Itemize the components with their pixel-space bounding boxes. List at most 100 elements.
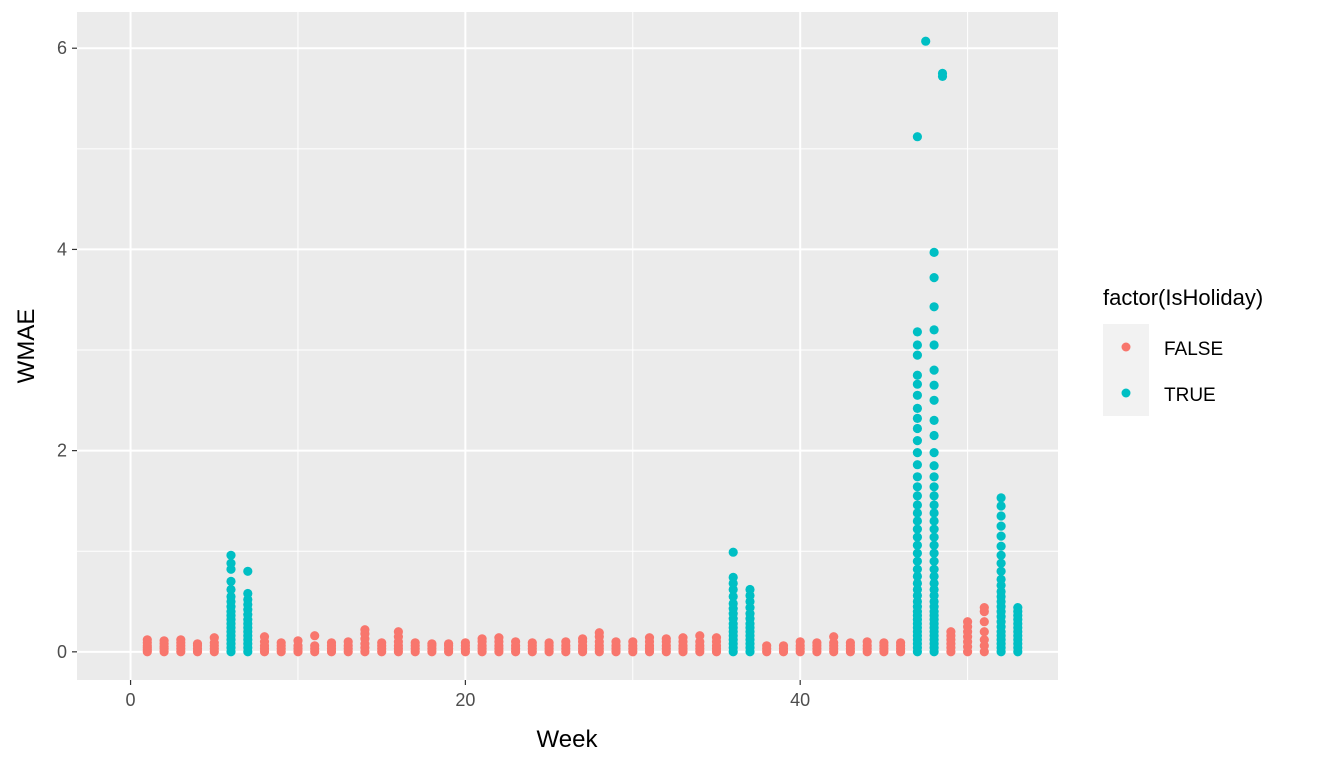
data-point-true bbox=[912, 460, 923, 470]
data-point-true bbox=[912, 413, 923, 423]
data-point-false bbox=[845, 638, 856, 648]
data-point-true bbox=[996, 566, 1006, 576]
data-point-true bbox=[929, 524, 939, 534]
data-point-true bbox=[912, 132, 923, 142]
data-point-true bbox=[996, 493, 1006, 503]
data-point-true bbox=[912, 500, 923, 510]
data-point-false bbox=[896, 638, 906, 648]
data-point-true bbox=[912, 524, 923, 534]
data-point-true bbox=[912, 482, 923, 492]
data-point-false bbox=[979, 627, 989, 637]
data-point-false bbox=[678, 633, 688, 643]
data-point-true bbox=[929, 247, 939, 257]
data-point-false bbox=[561, 637, 571, 647]
legend-title: factor(IsHoliday) bbox=[1103, 285, 1263, 310]
data-point-true bbox=[929, 482, 939, 492]
data-point-true bbox=[929, 395, 939, 405]
data-point-true bbox=[912, 327, 923, 337]
data-point-false bbox=[762, 641, 772, 651]
data-point-false bbox=[795, 637, 805, 647]
data-point-true bbox=[728, 547, 738, 557]
x-tick-label: 0 bbox=[126, 690, 136, 710]
x-axis-tick-labels: 0 20 40 bbox=[126, 690, 811, 710]
data-point-true bbox=[226, 591, 236, 602]
data-point-true bbox=[728, 591, 738, 602]
data-point-true bbox=[929, 365, 939, 375]
data-point-false bbox=[310, 631, 320, 641]
data-point-true bbox=[912, 540, 923, 550]
legend-label-false: FALSE bbox=[1164, 339, 1223, 360]
data-point-false bbox=[142, 635, 152, 645]
data-point-true bbox=[226, 558, 236, 568]
data-point-true bbox=[929, 500, 939, 510]
data-point-false bbox=[979, 603, 989, 613]
data-point-true bbox=[912, 403, 923, 413]
data-point-true bbox=[921, 36, 931, 46]
data-point-true bbox=[996, 558, 1006, 568]
data-point-false bbox=[477, 634, 487, 644]
data-point-true bbox=[226, 550, 236, 560]
y-tick-label: 2 bbox=[57, 441, 67, 461]
data-point-false bbox=[510, 637, 521, 647]
data-point-true bbox=[996, 511, 1006, 521]
data-point-true bbox=[929, 380, 939, 390]
data-point-false bbox=[778, 641, 789, 651]
data-point-true bbox=[912, 548, 923, 558]
data-point-false bbox=[527, 638, 537, 648]
data-point-true bbox=[912, 423, 923, 434]
data-point-false bbox=[812, 638, 822, 648]
data-point-false bbox=[259, 632, 270, 642]
x-tick-label: 20 bbox=[455, 690, 475, 710]
data-point-true bbox=[929, 548, 939, 558]
data-point-true bbox=[912, 532, 923, 542]
data-point-true bbox=[912, 370, 923, 380]
data-point-true bbox=[745, 584, 755, 595]
data-point-true bbox=[912, 578, 923, 589]
major-gridlines bbox=[77, 12, 1058, 680]
data-point-false bbox=[427, 639, 437, 649]
data-point-true bbox=[912, 571, 923, 582]
data-point-true bbox=[996, 550, 1006, 560]
data-point-false bbox=[862, 637, 872, 647]
data-point-true bbox=[929, 273, 939, 283]
data-point-true bbox=[912, 508, 923, 518]
data-point-true bbox=[929, 556, 939, 566]
data-point-false bbox=[377, 638, 387, 648]
data-point-true bbox=[243, 588, 253, 599]
data-point-false bbox=[611, 637, 621, 647]
data-point-false bbox=[711, 633, 722, 643]
data-point-true bbox=[929, 491, 939, 501]
data-point-false bbox=[176, 635, 186, 645]
data-point-false bbox=[695, 631, 705, 641]
data-point-true bbox=[728, 598, 738, 609]
data-point-true bbox=[912, 436, 923, 446]
data-point-true bbox=[912, 379, 923, 389]
legend: factor(IsHoliday) FALSE TRUE bbox=[1103, 285, 1263, 416]
data-point-true bbox=[226, 576, 236, 587]
data-point-false bbox=[192, 639, 203, 649]
legend-key-false bbox=[1121, 342, 1131, 352]
data-point-false bbox=[628, 637, 638, 647]
data-point-false bbox=[544, 638, 554, 648]
data-point-false bbox=[661, 634, 671, 644]
y-tick-label: 4 bbox=[57, 239, 67, 259]
data-point-false bbox=[393, 627, 403, 637]
data-point-false bbox=[963, 617, 973, 627]
data-point-true bbox=[912, 516, 923, 526]
data-point-false bbox=[326, 638, 337, 648]
data-point-true bbox=[929, 571, 939, 582]
data-point-true bbox=[1013, 603, 1023, 613]
data-point-true bbox=[912, 491, 923, 501]
data-point-true bbox=[929, 340, 939, 350]
data-point-true bbox=[929, 448, 939, 458]
data-point-false bbox=[879, 638, 889, 648]
data-point-false bbox=[594, 628, 604, 638]
data-point-true bbox=[929, 540, 939, 550]
y-axis-tick-labels: 0 2 4 6 bbox=[57, 38, 67, 662]
data-point-false bbox=[444, 639, 454, 649]
x-axis-title: Week bbox=[537, 726, 599, 753]
y-tick-label: 0 bbox=[57, 642, 67, 662]
data-point-true bbox=[912, 340, 923, 350]
data-point-true bbox=[929, 325, 939, 335]
